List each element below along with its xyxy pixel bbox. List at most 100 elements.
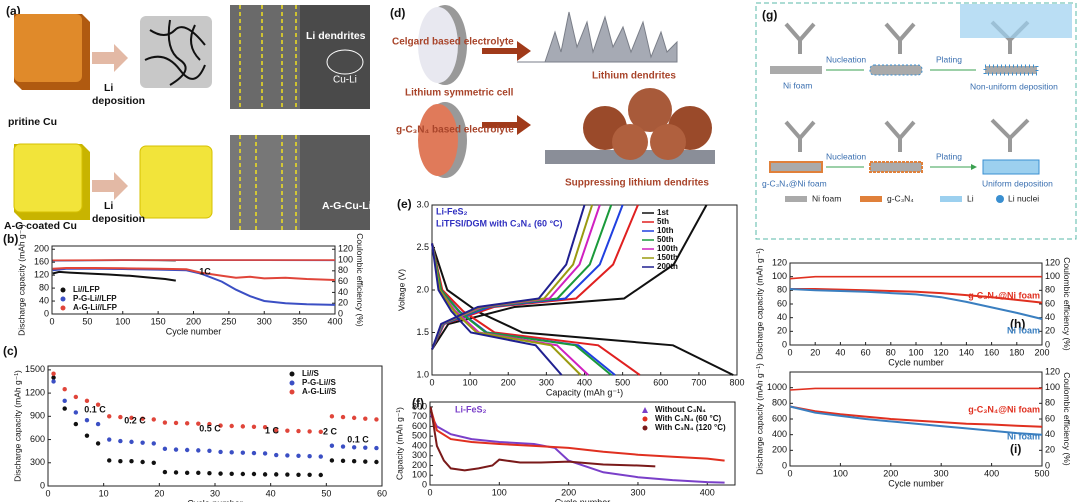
panel-label: (b) — [3, 232, 18, 246]
data-point — [207, 471, 212, 476]
data-point — [251, 471, 257, 477]
data-point — [184, 447, 190, 453]
y2-tick-label: 100 — [338, 254, 353, 264]
x-tick-label: 0 — [787, 347, 792, 357]
arrow — [92, 44, 128, 72]
x-tick-label: 500 — [1034, 468, 1049, 478]
diagram-label: g-C₃N₄ based electrolyte — [396, 125, 514, 136]
data-point — [95, 402, 101, 407]
y-tick-label: 0 — [44, 308, 49, 318]
legend-swatch — [940, 196, 962, 202]
data-point — [118, 414, 123, 420]
y-tick-label: 1.5 — [416, 327, 429, 337]
x-tick-label: 50 — [321, 488, 331, 498]
data-point — [107, 414, 112, 419]
annotation: 0.5 C — [199, 423, 221, 433]
legend-label: 5th — [657, 217, 669, 226]
y-tick-label: 300 — [412, 450, 427, 460]
cell — [418, 7, 458, 83]
data-point — [296, 453, 301, 459]
x-tick-label: 200 — [186, 316, 201, 326]
guide — [239, 5, 297, 109]
diagram-label: Celgard based electrolyte — [392, 37, 514, 48]
frame — [755, 2, 1077, 240]
data-line — [52, 267, 336, 281]
y2-tick-label: 60 — [1045, 413, 1055, 423]
y-axis-label: Discharge capacity (mAh g⁻¹) — [16, 224, 26, 336]
legend-label: A-G-Li//S — [302, 387, 337, 396]
data-point — [73, 421, 79, 427]
data-point — [196, 421, 201, 426]
y-tick-label: 300 — [30, 457, 45, 467]
panel-label: (h) — [1010, 317, 1025, 331]
data-point — [129, 415, 134, 421]
legend-label: P-G-Li//LFP — [73, 294, 117, 303]
y2-tick-label: 80 — [338, 265, 348, 275]
data-point — [129, 459, 134, 464]
y2-tick-label: 20 — [1045, 326, 1055, 336]
data-line — [789, 405, 1043, 428]
y-tick-label: 80 — [39, 282, 49, 292]
data-line — [789, 275, 1042, 280]
y-tick-label: 20 — [777, 326, 787, 336]
data-point — [274, 472, 279, 477]
diagram-label: Nucleation — [826, 151, 866, 161]
arrow-label: deposition — [92, 95, 145, 107]
x-tick-label: 100 — [492, 487, 507, 497]
panel-d: (d) Celgard based electrolyte Lithium sy… — [390, 5, 715, 189]
coated-bar — [869, 161, 923, 173]
cell — [418, 104, 458, 176]
legend-marker — [60, 287, 66, 293]
y-tick-label: 600 — [772, 413, 787, 423]
data-point — [51, 371, 56, 376]
data-point — [296, 472, 301, 477]
data-point — [118, 459, 123, 464]
data-point — [351, 415, 357, 421]
y-tick-label: 120 — [772, 257, 787, 267]
y-tick-label: 2.5 — [416, 242, 429, 252]
y-tick-label: 40 — [39, 295, 49, 305]
li-deposit — [960, 4, 1072, 38]
data-point — [196, 448, 201, 453]
data-point — [329, 414, 335, 419]
data-point — [307, 453, 312, 459]
y2-tick-label: 100 — [1045, 382, 1060, 392]
data-line — [431, 204, 734, 376]
legend-label: A-G-Li//LFP — [73, 303, 118, 312]
y-tick-label: 3.0 — [416, 199, 429, 209]
annotation: 2 C — [323, 426, 338, 436]
y-tick-label: 200 — [412, 460, 427, 470]
data-line — [431, 204, 594, 376]
legend-label: Ni foam — [812, 193, 841, 203]
x-tick-label: 100 — [833, 468, 848, 478]
x-tick-label: 60 — [861, 347, 871, 357]
x-tick-label: 400 — [984, 468, 999, 478]
data-point — [363, 459, 368, 464]
data-point — [229, 423, 234, 429]
li-sphere — [628, 88, 672, 132]
data-line — [790, 288, 1043, 304]
y2-axis-label: Coulombic efficiency (%) — [355, 233, 365, 327]
legend-label: With C₃N₄ (120 °C) — [655, 423, 726, 432]
arrow-label: Li — [104, 200, 113, 212]
data-point — [374, 417, 379, 422]
data-point — [62, 387, 67, 392]
y2-tick-label: 60 — [338, 276, 348, 286]
x-axis-label: Capacity (mAh g⁻¹) — [546, 387, 623, 397]
data-point — [318, 429, 323, 435]
y-tick-label: 120 — [34, 270, 49, 280]
x-tick-label: 60 — [377, 488, 387, 498]
y-tick-label: 2.0 — [416, 284, 429, 294]
diagram-label: Non-uniform deposition — [970, 81, 1058, 91]
arrow-label: Li — [104, 82, 113, 94]
data-point — [107, 458, 112, 463]
legend-label: Li nuclei — [1008, 193, 1039, 203]
legend-swatch — [785, 196, 807, 202]
x-axis-label: Cycle number — [166, 326, 222, 336]
x-tick-label: 300 — [257, 316, 272, 326]
x-tick-label: 800 — [729, 377, 744, 387]
legend-swatch — [860, 196, 882, 202]
data-point — [340, 414, 346, 420]
legend-label: Li//LFP — [73, 285, 100, 294]
